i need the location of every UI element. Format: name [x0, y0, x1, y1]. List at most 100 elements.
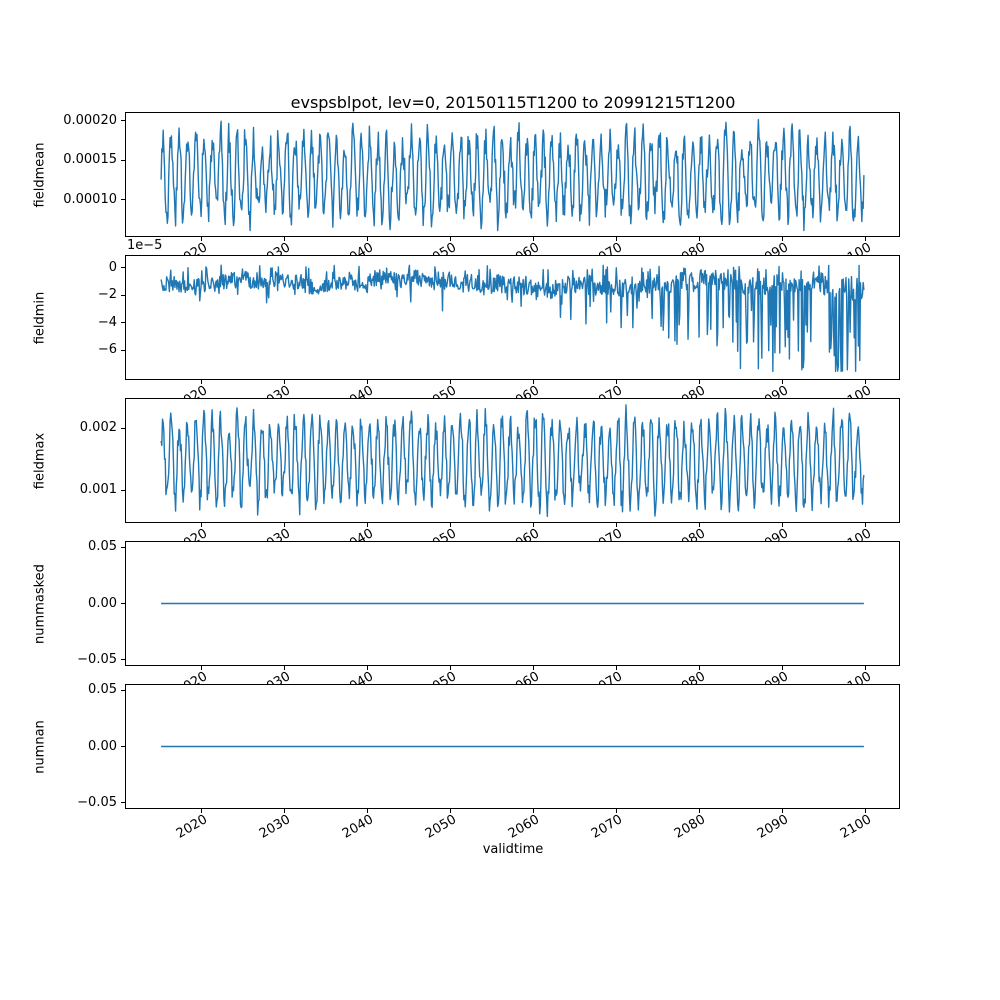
x-tick-label: 2060 — [506, 383, 543, 413]
x-tick-mark — [283, 237, 285, 241]
x-tick-mark — [200, 809, 202, 813]
x-tick-mark — [864, 666, 866, 670]
y-tick-label: 0.00010 — [63, 191, 117, 207]
x-tick-label: 2100 — [837, 669, 875, 699]
x-tick-label: 2030 — [257, 669, 294, 699]
y-tick-mark — [121, 689, 125, 691]
x-tick-mark — [532, 380, 534, 384]
y-tick-label: 0.00020 — [63, 112, 117, 128]
x-tick-label: 2100 — [837, 526, 875, 556]
x-tick-mark — [698, 237, 700, 241]
x-tick-label: 2030 — [257, 383, 294, 413]
fieldmean-line — [160, 118, 865, 232]
x-tick-label: 2020 — [174, 812, 211, 842]
x-tick-label: 2060 — [506, 812, 543, 842]
y-tick-label: −4 — [97, 314, 117, 330]
chart-title: evspsblpot, lev=0, 20150115T1200 to 2099… — [290, 93, 736, 112]
y-tick-label: 0.00 — [88, 738, 117, 754]
y-tick-mark — [121, 546, 125, 548]
x-tick-mark — [449, 666, 451, 670]
y-tick-mark — [121, 489, 125, 491]
x-tick-mark — [698, 666, 700, 670]
x-tick-mark — [615, 809, 617, 813]
y-tick-mark — [121, 159, 125, 161]
y-tick-label: 0.00015 — [63, 152, 117, 168]
y-tick-label: 0.05 — [88, 682, 117, 698]
y-tick-mark — [121, 267, 125, 269]
y-tick-mark — [121, 294, 125, 296]
x-tick-label: 2090 — [755, 240, 792, 270]
x-tick-label: 2050 — [423, 812, 460, 842]
x-tick-mark — [283, 809, 285, 813]
x-tick-mark — [698, 523, 700, 527]
x-tick-label: 2040 — [340, 669, 377, 699]
y-tick-label: −6 — [97, 342, 117, 358]
y-tick-mark — [121, 322, 125, 324]
nummasked-axes — [125, 541, 900, 666]
x-tick-mark — [449, 380, 451, 384]
x-tick-label: 2040 — [340, 812, 377, 842]
x-tick-mark — [864, 237, 866, 241]
y-tick-mark — [121, 427, 125, 429]
x-tick-label: 2030 — [257, 812, 294, 842]
fieldmean-plot-area — [160, 118, 865, 232]
x-tick-mark — [200, 237, 202, 241]
x-tick-label: 2050 — [423, 240, 460, 270]
x-tick-mark — [615, 523, 617, 527]
fieldmin-ylabel: fieldmin — [32, 291, 48, 344]
x-tick-mark — [698, 380, 700, 384]
y-tick-label: −0.05 — [77, 794, 117, 810]
x-tick-mark — [615, 666, 617, 670]
x-tick-label: 2040 — [340, 383, 377, 413]
y-tick-mark — [121, 659, 125, 661]
x-tick-label: 2090 — [755, 526, 792, 556]
x-tick-label: 2030 — [257, 526, 294, 556]
x-tick-label: 2080 — [672, 812, 709, 842]
x-tick-mark — [532, 237, 534, 241]
x-tick-mark — [864, 809, 866, 813]
x-tick-mark — [283, 380, 285, 384]
y-tick-label: 0.001 — [79, 482, 117, 497]
x-tick-label: 2070 — [589, 812, 626, 842]
x-tick-label: 2100 — [837, 240, 875, 270]
fieldmean-ylabel: fieldmean — [32, 142, 48, 207]
x-tick-label: 2080 — [672, 669, 709, 699]
x-tick-label: 2030 — [257, 240, 294, 270]
x-tick-mark — [864, 380, 866, 384]
x-tick-label: 2040 — [340, 240, 377, 270]
y-tick-label: 0.002 — [79, 420, 117, 435]
x-tick-mark — [449, 237, 451, 241]
x-tick-mark — [200, 523, 202, 527]
y-tick-mark — [121, 199, 125, 201]
x-tick-mark — [615, 237, 617, 241]
fieldmin-axes — [125, 255, 900, 380]
fieldmean-axes — [125, 112, 900, 237]
x-tick-label: 2100 — [837, 383, 875, 413]
x-tick-label: 2060 — [506, 669, 543, 699]
y-tick-mark — [121, 349, 125, 351]
numnan-ylabel: numnan — [32, 719, 48, 774]
x-tick-label: 2060 — [506, 240, 543, 270]
x-tick-mark — [449, 809, 451, 813]
x-tick-label: 2070 — [589, 383, 626, 413]
y-tick-mark — [121, 746, 125, 747]
y-tick-label: 0.00 — [88, 595, 117, 611]
x-tick-mark — [366, 380, 368, 384]
fieldmax-line — [160, 404, 865, 518]
x-tick-label: 2020 — [174, 383, 211, 413]
y-tick-label: −0.05 — [77, 651, 117, 667]
x-tick-mark — [366, 666, 368, 670]
nummasked-plot-area — [161, 602, 864, 605]
fieldmin-line — [160, 264, 865, 373]
x-tick-label: 2080 — [672, 383, 709, 413]
x-tick-mark — [781, 809, 783, 813]
x-tick-label: 2020 — [174, 240, 211, 270]
y-tick-label: −2 — [97, 287, 117, 303]
x-tick-mark — [366, 523, 368, 527]
x-axis-label: validtime — [482, 842, 544, 857]
x-tick-label: 2090 — [755, 812, 792, 842]
y-tick-mark — [121, 603, 125, 604]
x-tick-mark — [532, 809, 534, 813]
y-tick-label: 0 — [108, 259, 117, 275]
